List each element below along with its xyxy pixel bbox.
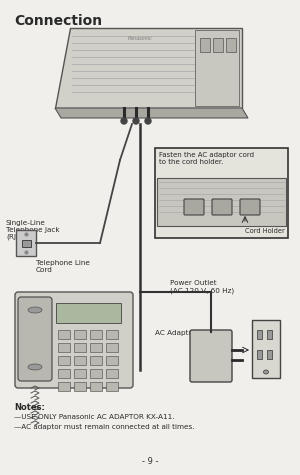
Bar: [155, 148, 288, 238]
Bar: [90, 369, 102, 378]
Bar: [213, 38, 223, 52]
Polygon shape: [55, 28, 242, 108]
Ellipse shape: [28, 364, 42, 370]
Ellipse shape: [28, 307, 42, 313]
Text: Cord Holder: Cord Holder: [245, 228, 285, 234]
Bar: [58, 369, 70, 378]
Bar: [267, 350, 272, 359]
Text: —USE ONLY Panasonic AC ADAPTOR KX-A11.: —USE ONLY Panasonic AC ADAPTOR KX-A11.: [14, 414, 175, 420]
Circle shape: [145, 118, 151, 124]
Bar: [90, 356, 102, 365]
Bar: [16, 230, 36, 256]
Bar: [90, 343, 102, 352]
Text: Power Outlet
(AC 120 V, 60 Hz): Power Outlet (AC 120 V, 60 Hz): [170, 280, 234, 294]
Text: Panasonic: Panasonic: [128, 36, 152, 41]
Text: Fasten the AC adaptor cord
to the cord holder.: Fasten the AC adaptor cord to the cord h…: [159, 152, 254, 165]
Bar: [106, 369, 118, 378]
Bar: [22, 240, 31, 247]
Text: —AC adaptor must remain connected at all times.: —AC adaptor must remain connected at all…: [14, 424, 194, 430]
Bar: [74, 382, 86, 391]
Bar: [74, 330, 86, 339]
Bar: [106, 343, 118, 352]
Bar: [106, 330, 118, 339]
Bar: [58, 330, 70, 339]
Bar: [58, 382, 70, 391]
Bar: [267, 330, 272, 339]
Text: Notes:: Notes:: [14, 403, 45, 412]
Ellipse shape: [263, 370, 268, 374]
Bar: [74, 369, 86, 378]
Text: Single-Line
Telephone Jack
(RJ11C): Single-Line Telephone Jack (RJ11C): [6, 220, 60, 240]
Bar: [74, 356, 86, 365]
Bar: [58, 356, 70, 365]
FancyBboxPatch shape: [15, 292, 133, 388]
Circle shape: [133, 118, 139, 124]
Bar: [195, 30, 239, 106]
Bar: [90, 382, 102, 391]
Text: Telephone Line
Cord: Telephone Line Cord: [36, 260, 90, 273]
Bar: [58, 343, 70, 352]
Bar: [226, 38, 236, 52]
FancyBboxPatch shape: [184, 199, 204, 215]
Text: - 9 -: - 9 -: [142, 457, 158, 466]
Polygon shape: [55, 108, 248, 118]
Bar: [90, 330, 102, 339]
Bar: [106, 356, 118, 365]
Bar: [157, 178, 286, 226]
Bar: [252, 320, 280, 378]
FancyBboxPatch shape: [212, 199, 232, 215]
Text: Connection: Connection: [14, 14, 102, 28]
FancyBboxPatch shape: [240, 199, 260, 215]
Bar: [257, 350, 262, 359]
Bar: [257, 330, 262, 339]
Text: AC Adaptor: AC Adaptor: [155, 330, 196, 336]
Bar: [200, 38, 210, 52]
FancyBboxPatch shape: [190, 330, 232, 382]
Bar: [74, 343, 86, 352]
Bar: [106, 382, 118, 391]
Circle shape: [121, 118, 127, 124]
Bar: [56, 303, 121, 323]
FancyBboxPatch shape: [18, 297, 52, 381]
